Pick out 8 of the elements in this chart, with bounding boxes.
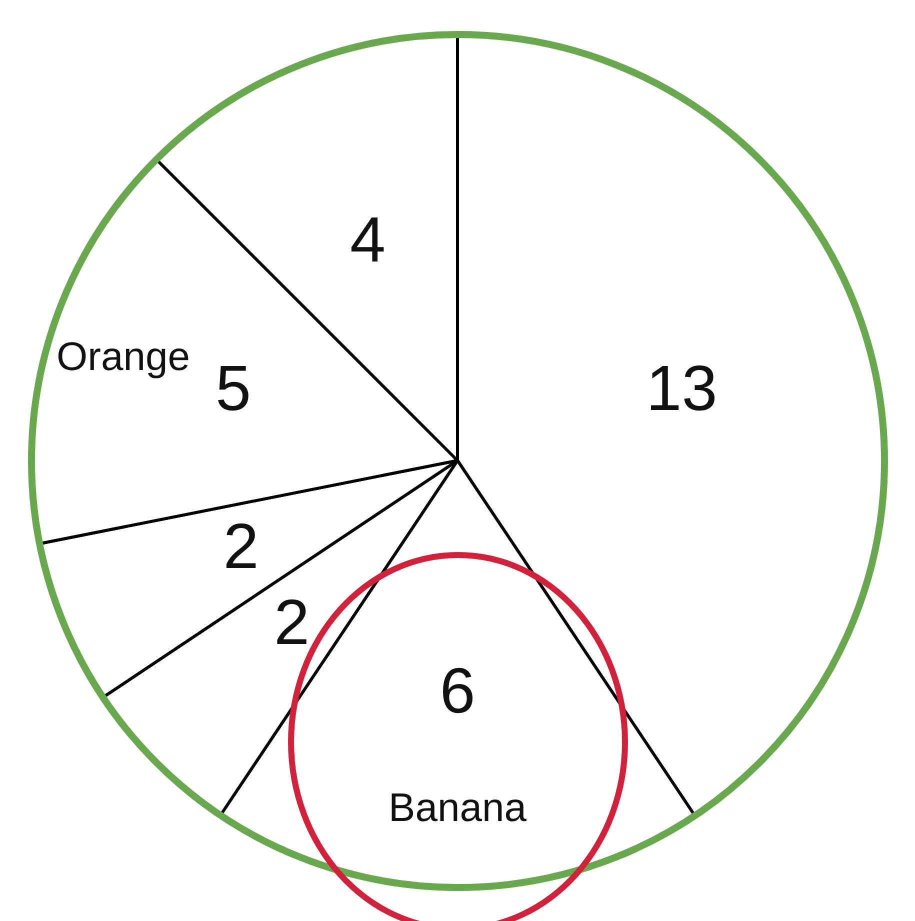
- slice-label: Banana: [388, 786, 528, 830]
- data-label: 6: [440, 654, 476, 726]
- data-label: 4: [350, 204, 386, 276]
- slice-label: Orange: [56, 335, 190, 380]
- data-label: 2: [274, 586, 310, 658]
- data-label: 2: [223, 510, 259, 582]
- data-label: 5: [215, 352, 252, 424]
- data-label: 13: [646, 352, 718, 424]
